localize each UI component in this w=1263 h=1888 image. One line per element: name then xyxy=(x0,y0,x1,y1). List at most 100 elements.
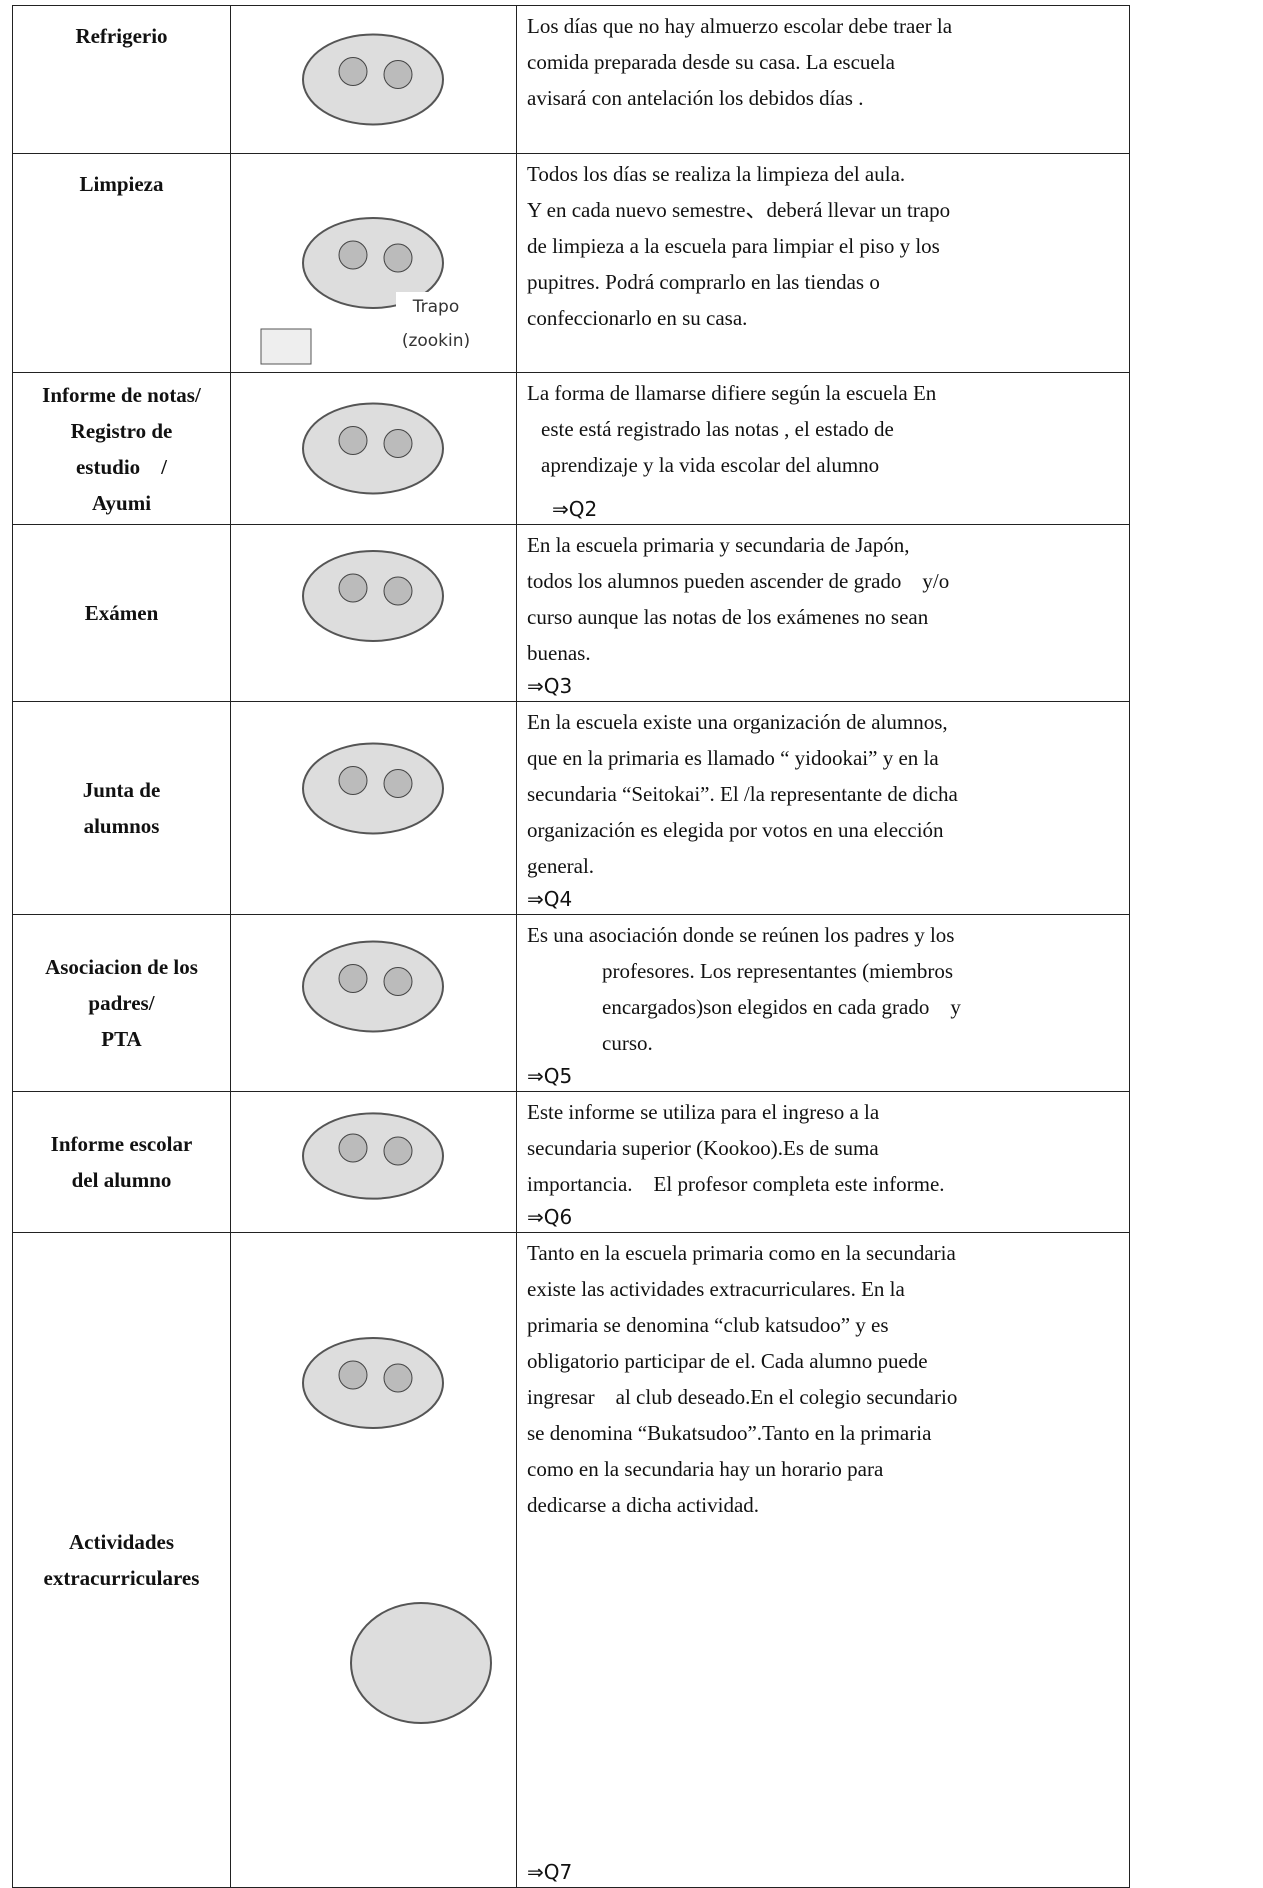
row-label: Informe escolar del alumno xyxy=(12,1091,231,1233)
label-line: Limpieza xyxy=(79,172,164,196)
illustration xyxy=(302,402,444,495)
illustration-shape xyxy=(383,1136,413,1166)
illustration-shape xyxy=(383,576,413,606)
illustration xyxy=(302,550,444,642)
row-description: Los días que no hay almuerzo escolar deb… xyxy=(516,5,1130,154)
illustration-shape xyxy=(302,1112,444,1200)
label-line: padres/ xyxy=(88,991,155,1015)
illustration-shape xyxy=(260,328,312,365)
illustration xyxy=(302,940,444,1033)
description-line: se denomina “Bukatsudoo”.Tanto en la pri… xyxy=(527,1421,932,1445)
description-line: curso. xyxy=(602,1031,653,1055)
label-line: Informe de notas/ xyxy=(42,382,201,407)
illustration xyxy=(302,742,444,835)
row-description: Este informe se utiliza para el ingreso … xyxy=(516,1091,1130,1233)
description-line: importancia. El profesor completa este i… xyxy=(527,1172,945,1196)
illustration-shape xyxy=(338,1360,368,1390)
row-label: Refrigerio xyxy=(12,5,231,154)
illustration-shape xyxy=(338,573,368,603)
illustration-shape xyxy=(383,60,413,89)
question-ref: ⇒Q7 xyxy=(527,1860,573,1884)
description-line: secundaria superior (Kookoo).Es de suma xyxy=(527,1136,879,1160)
description-line: Todos los días se realiza la limpieza de… xyxy=(527,162,906,186)
question-ref: ⇒Q2 xyxy=(552,497,598,521)
description-line: de limpieza a la escuela para limpiar el… xyxy=(527,234,940,258)
illustration-shape xyxy=(302,550,444,642)
label-line: alumnos xyxy=(83,814,160,838)
description-line: obligatorio participar de el. Cada alumn… xyxy=(527,1349,928,1373)
illustration-shape xyxy=(350,1602,492,1724)
description-line: avisará con antelación los debidos días … xyxy=(527,86,864,110)
description-body: Los días que no hay almuerzo escolar deb… xyxy=(517,6,1129,153)
illustration xyxy=(260,217,444,365)
description-line: organización es elegida por votos en una… xyxy=(527,818,944,842)
description-body: Es una asociación donde se reúnen los pa… xyxy=(517,915,1129,1091)
illustration-cell xyxy=(230,1232,517,1888)
illustration-shape xyxy=(302,940,444,1033)
row-description: En la escuela primaria y secundaria de J… xyxy=(516,524,1130,702)
label-line: Actividades xyxy=(69,1530,174,1554)
illustration-shape xyxy=(383,1363,413,1393)
image-caption: Trapo xyxy=(396,292,476,322)
label-line: Ayumi xyxy=(91,490,152,515)
row-label: Actividades extracurriculares xyxy=(12,1232,231,1888)
question-ref: ⇒Q6 xyxy=(527,1205,573,1229)
description-line: Este informe se utiliza para el ingreso … xyxy=(527,1100,880,1124)
info-table: Refrigerio Los días que no hay almuerzo e… xyxy=(12,5,1130,1888)
description-line: En la escuela primaria y secundaria de J… xyxy=(527,533,910,557)
description-line: comida preparada desde su casa. La escue… xyxy=(527,50,895,74)
row-label: Limpieza xyxy=(12,153,231,373)
label-line: Informe escolar xyxy=(50,1132,193,1156)
illustration-cell xyxy=(230,914,517,1092)
label-line: Refrigerio xyxy=(75,24,168,48)
illustration-shape xyxy=(338,240,368,270)
illustration-shape xyxy=(338,964,368,993)
table-row: Refrigerio Los días que no hay almuerzo e… xyxy=(12,5,1130,154)
label-line: del alumno xyxy=(71,1168,172,1192)
description-line: Los días que no hay almuerzo escolar deb… xyxy=(527,14,953,38)
table-row: Informe de notas/Registro de estudio / Ayu… xyxy=(12,372,1130,525)
question-ref: ⇒Q4 xyxy=(527,887,573,911)
label-line: Registro de xyxy=(70,418,173,443)
illustration-shape xyxy=(383,243,413,273)
description-body: Tanto en la escuela primaria como en la … xyxy=(517,1233,1129,1887)
row-label: Informe de notas/Registro de estudio / Ayu… xyxy=(12,372,231,525)
label-line: PTA xyxy=(101,1027,142,1051)
illustration-shape xyxy=(302,33,444,126)
description-body: Todos los días se realiza la limpieza de… xyxy=(517,154,1129,372)
description-line: todos los alumnos pueden ascender de gra… xyxy=(527,569,950,593)
illustration-cell xyxy=(230,1091,517,1233)
description-line: secundaria “Seitokai”. El /la representa… xyxy=(527,782,958,806)
page: Refrigerio Los días que no hay almuerzo e… xyxy=(12,5,1130,1888)
table-row: Asociacion de los padres/PTA Es una asocia… xyxy=(12,914,1130,1092)
description-line: En la escuela existe una organización de… xyxy=(527,710,948,734)
table-row: Actividades extracurriculares Tanto en la … xyxy=(12,1232,1130,1888)
description-line: ingresar al club deseado.En el colegio s… xyxy=(527,1385,958,1409)
illustration-cell: Trapo (zookin) xyxy=(230,153,517,373)
description-line: pupitres. Podrá comprarlo en las tiendas… xyxy=(527,270,880,294)
row-description: En la escuela existe una organización de… xyxy=(516,701,1130,915)
illustration-shape xyxy=(302,742,444,835)
question-ref: ⇒Q3 xyxy=(527,674,573,698)
description-body: Este informe se utiliza para el ingreso … xyxy=(517,1092,1129,1232)
illustration-shape xyxy=(302,402,444,495)
table-row: Exámen En la escuela primaria y secundari… xyxy=(12,524,1130,702)
question-ref: ⇒Q5 xyxy=(527,1064,573,1088)
description-line: dedicarse a dicha actividad. xyxy=(527,1493,760,1517)
illustration-shape xyxy=(338,426,368,455)
label-line: estudio / xyxy=(75,454,167,479)
description-line: como en la secundaria hay un horario par… xyxy=(527,1457,884,1481)
illustration-shape xyxy=(383,967,413,996)
illustration-shape xyxy=(338,1133,368,1163)
description-line: encargados)son elegidos en cada grado y xyxy=(602,995,961,1019)
description-line: La forma de llamarse difiere según la es… xyxy=(527,381,937,405)
illustration-shape xyxy=(302,217,444,309)
description-line: Y en cada nuevo semestre、deberá llevar u… xyxy=(527,198,951,222)
illustration-shape xyxy=(338,57,368,86)
label-line: Junta de xyxy=(82,778,161,802)
description-line: confeccionarlo en su casa. xyxy=(527,306,748,330)
description-line: Tanto en la escuela primaria como en la … xyxy=(527,1241,956,1265)
illustration-cell xyxy=(230,524,517,702)
illustration-shape xyxy=(383,429,413,458)
row-label: Junta de alumnos xyxy=(12,701,231,915)
